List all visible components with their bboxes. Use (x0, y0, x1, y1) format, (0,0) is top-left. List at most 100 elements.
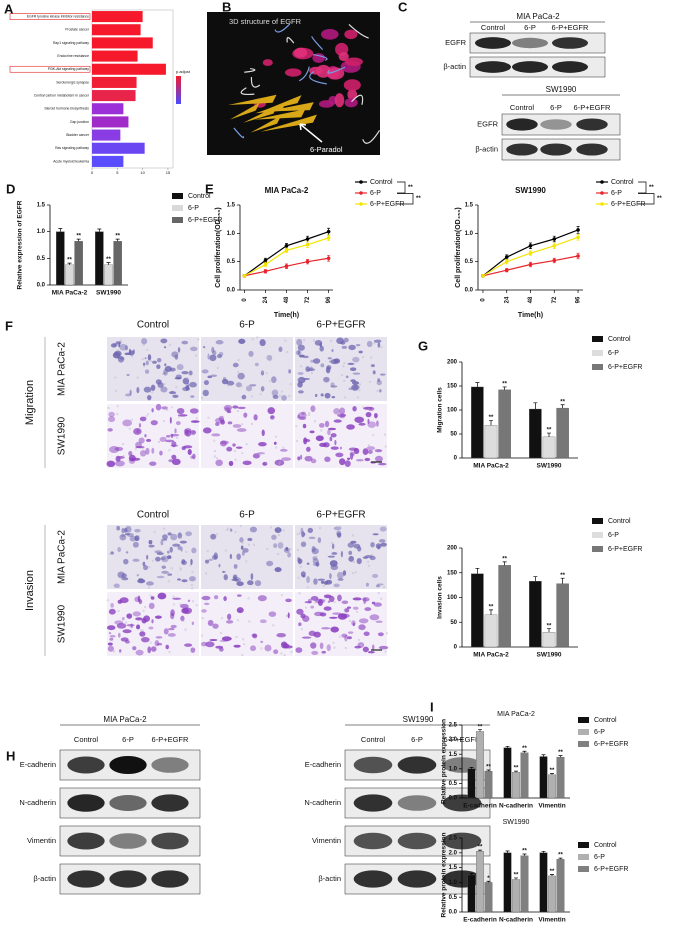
cell (187, 448, 192, 455)
cell (106, 625, 116, 631)
cell (310, 605, 315, 609)
cell (295, 647, 303, 653)
cell (301, 411, 306, 416)
marker (504, 268, 509, 272)
cell (119, 343, 128, 351)
pore (300, 365, 303, 368)
chart-title: SW1990 (515, 186, 546, 195)
pore (216, 366, 219, 369)
helix (321, 28, 339, 40)
pore (187, 373, 190, 376)
sheet (254, 109, 306, 120)
pore (175, 386, 178, 389)
pore (352, 561, 355, 564)
pore (350, 454, 353, 457)
y-tick-label: 1.5 (449, 752, 458, 758)
pore (215, 533, 218, 536)
cell (273, 649, 279, 655)
cell (302, 355, 309, 359)
cell (331, 543, 335, 550)
row-label: EGFR (445, 38, 466, 47)
cell (109, 634, 116, 638)
cell (132, 611, 141, 617)
row-label: MIA PaCa-2 (57, 530, 68, 584)
cell (321, 650, 326, 654)
cell (172, 543, 181, 547)
cell (151, 447, 155, 454)
cell (123, 558, 129, 565)
cell (167, 532, 172, 536)
cell (125, 551, 129, 554)
cell (128, 348, 132, 354)
significance-label: ** (115, 234, 120, 240)
pore (277, 553, 280, 556)
cell (163, 346, 167, 349)
cell (248, 350, 254, 357)
row-label: β-actin (475, 144, 498, 153)
pore (343, 379, 346, 382)
cell (146, 581, 154, 586)
cell (185, 531, 192, 537)
column-label: 6-P+EGFR (316, 510, 365, 521)
cell (205, 641, 215, 648)
bar (476, 731, 484, 799)
pore (131, 355, 134, 358)
cell (107, 428, 113, 432)
cell (159, 436, 167, 442)
cell (330, 564, 339, 571)
y-tick-label: 0.5 (465, 259, 474, 265)
pore (147, 413, 150, 416)
band (151, 794, 189, 812)
bar (539, 852, 548, 913)
cell (232, 443, 236, 447)
cell (177, 578, 181, 581)
bar (512, 879, 520, 913)
band (109, 833, 147, 849)
bar (74, 241, 83, 286)
bar (92, 76, 137, 88)
cell (187, 599, 191, 603)
pore (282, 529, 285, 532)
cell (155, 556, 161, 562)
cell (220, 419, 225, 425)
pore (220, 617, 223, 620)
cell (145, 360, 149, 366)
panel-letter: E (205, 181, 214, 196)
lane-label: 6-P+EGFR (152, 735, 189, 744)
pore (306, 586, 309, 589)
pore (367, 564, 370, 567)
cell (319, 345, 324, 352)
pore (250, 422, 253, 425)
row-label: β-actin (443, 62, 466, 71)
legend-label: Control (594, 717, 617, 724)
band (576, 118, 608, 131)
y-tick-label: 2.5 (449, 836, 458, 842)
bar (92, 11, 143, 23)
cell (117, 355, 125, 363)
cell (372, 533, 379, 536)
legend-swatch (578, 717, 589, 723)
cell (247, 580, 254, 586)
helix (344, 97, 358, 108)
pore (247, 597, 250, 600)
significance-label: ** (486, 765, 491, 771)
cell (323, 376, 330, 383)
cell (375, 620, 383, 624)
sheet (260, 95, 302, 113)
cell (190, 558, 193, 565)
cell (253, 414, 258, 421)
cell (138, 423, 142, 428)
cell (327, 429, 331, 436)
cell (156, 364, 161, 370)
pore (349, 619, 352, 622)
marker (305, 237, 310, 241)
cell (232, 362, 239, 368)
cell (321, 627, 331, 630)
error-bar (560, 404, 565, 409)
cell (271, 376, 277, 383)
cell (136, 574, 140, 577)
cell (236, 428, 247, 432)
cell (135, 649, 144, 656)
cell (325, 366, 331, 374)
cell (226, 620, 234, 624)
